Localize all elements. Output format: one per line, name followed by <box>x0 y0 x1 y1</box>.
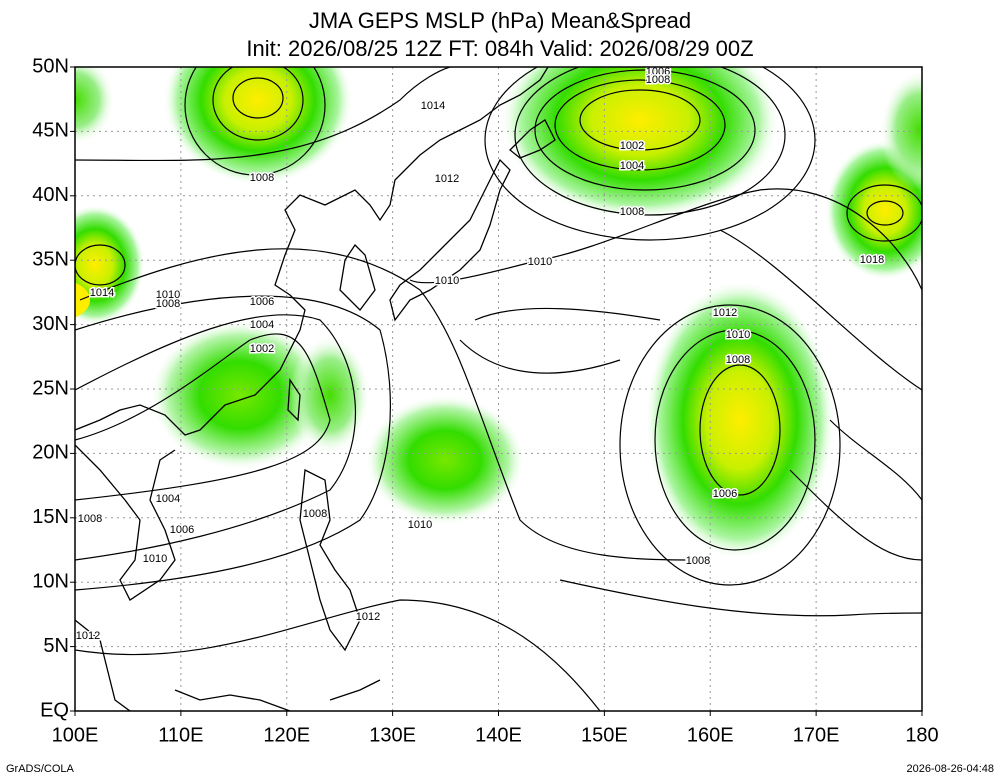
spread-shading <box>75 67 922 560</box>
lat-label: EQ <box>40 699 69 721</box>
lat-label: 35N <box>32 248 69 270</box>
isobar-label: 1008 <box>250 172 274 184</box>
lat-label: 10N <box>32 570 69 592</box>
isobar-label: 1012 <box>356 611 380 623</box>
subtitle: Init: 2026/08/25 12Z FT: 084h Valid: 202… <box>246 36 753 61</box>
lat-label: 20N <box>32 442 69 464</box>
isobar-label: 1006 <box>170 524 194 536</box>
isobar-label: 1006 <box>250 296 274 308</box>
isobar-label: 1008 <box>646 74 670 86</box>
lon-label: 170E <box>793 724 840 746</box>
isobar-labels: 1014 1012 1008 1006 1008 1002 1004 1008 … <box>74 64 885 643</box>
isobar-label: 1004 <box>156 493 180 505</box>
lat-label: 40N <box>32 184 69 206</box>
isobar-label: 1012 <box>435 173 459 185</box>
coastlines <box>75 67 556 711</box>
title: JMA GEPS MSLP (hPa) Mean&Spread <box>309 8 691 33</box>
isobar-label: 1004 <box>620 160 644 172</box>
lat-label: 50N <box>32 55 69 77</box>
isobar-label: 1014 <box>90 287 114 299</box>
isobar-label: 1010 <box>435 275 459 287</box>
isobar-label: 1006 <box>713 488 737 500</box>
isobar-label: 1008 <box>686 555 710 567</box>
lon-label: 120E <box>263 724 310 746</box>
isobar-label: 1002 <box>620 140 644 152</box>
isobar-label: 1010 <box>143 553 167 565</box>
lat-label: 5N <box>43 635 69 657</box>
isobar-label: 1012 <box>713 307 737 319</box>
isobar-label: 1008 <box>726 354 750 366</box>
lat-label: 30N <box>32 313 69 335</box>
lat-label: 45N <box>32 120 69 142</box>
lat-label: 15N <box>32 506 69 528</box>
isobar-label: 1012 <box>76 630 100 642</box>
lon-label: 110E <box>158 724 203 746</box>
credit: GrADS/COLA <box>6 763 75 775</box>
lon-label: 150E <box>581 724 628 746</box>
lon-label: 130E <box>369 724 416 746</box>
isobar-label: 1008 <box>620 206 644 218</box>
isobar-label: 1008 <box>78 513 102 525</box>
lon-label: 100E <box>52 724 99 746</box>
isobar-label: 1018 <box>860 254 884 266</box>
isobar-label: 1010 <box>156 289 180 301</box>
isobar-label: 1008 <box>156 298 180 310</box>
isobar-label: 1008 <box>303 508 327 520</box>
axes: 50N 45N 40N 35N 30N 25N 20N 15N 10N 5N EQ 100E 110E 1… <box>32 55 938 746</box>
isobar-label: 1006 <box>646 66 670 78</box>
isobar-label: 1010 <box>726 329 750 341</box>
timestamp: 2026-08-26-04:48 <box>907 763 994 775</box>
isobar-label: 1004 <box>250 319 274 331</box>
isobars <box>75 67 922 711</box>
lon-label: 180 <box>905 724 938 746</box>
isobar-label: 1014 <box>421 100 445 112</box>
isobar-label: 1010 <box>408 519 432 531</box>
lon-label: 160E <box>687 724 734 746</box>
isobar-label: 1002 <box>250 343 274 355</box>
isobar-label: 1010 <box>528 256 552 268</box>
map-area <box>75 67 922 711</box>
lat-label: 25N <box>32 377 69 399</box>
lon-label: 140E <box>475 724 522 746</box>
